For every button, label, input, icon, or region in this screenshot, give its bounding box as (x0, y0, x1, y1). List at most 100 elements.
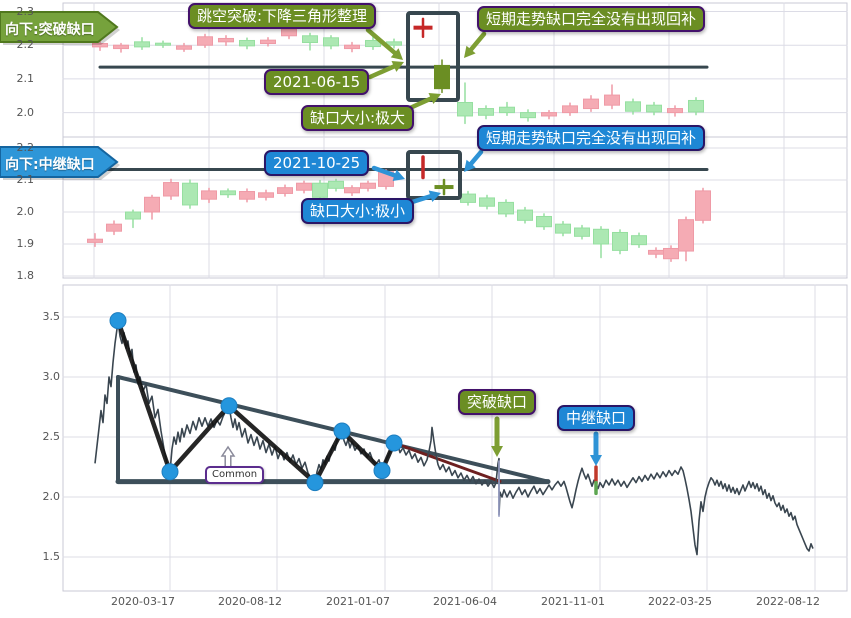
y-axis-tick: 2.5 (42, 430, 61, 443)
annotation-arrow (468, 149, 484, 166)
y-axis-tick: 2.0 (42, 490, 61, 503)
candle-body (646, 104, 662, 113)
candle-body (648, 249, 664, 255)
candle-doji-bar (413, 25, 433, 30)
annotation-arrowhead (428, 93, 441, 104)
panel2-banner-arrow (0, 146, 119, 178)
candle-body (197, 36, 213, 46)
candle-body (434, 64, 450, 90)
x-axis-tick: 2022-03-25 (648, 595, 712, 608)
maroon-trend-line (392, 441, 502, 483)
annotation-arrow (371, 165, 397, 178)
candle-body (344, 187, 360, 194)
candle-body (239, 39, 255, 47)
candle-body (663, 247, 679, 260)
x-axis-tick: 2020-08-12 (218, 595, 282, 608)
y-axis-tick: 3.0 (42, 370, 61, 383)
y-axis-tick: 2.0 (16, 105, 35, 119)
panel3-continuation-gap-label: 中继缺口 (557, 405, 636, 431)
panel1-banner-arrow (0, 11, 119, 43)
candle-body (87, 238, 103, 243)
panel2-banner-label: 向下:中继缺口 (5, 157, 95, 173)
annotation-arrow (407, 96, 434, 111)
candle-body (92, 43, 108, 48)
x-axis-tick: 2021-01-07 (326, 595, 390, 608)
y-axis-tick: 1.5 (42, 550, 61, 563)
triangle-hypotenuse (116, 375, 550, 484)
candle-body (277, 187, 293, 194)
candle-body (176, 45, 192, 50)
panel3-common-label: Common (205, 466, 265, 484)
candle-body (625, 101, 641, 112)
x-axis-tick: 2022-08-12 (756, 595, 820, 608)
annotation-arrowhead (464, 45, 476, 58)
panel2-no-refill-label: 短期走势缺口完全没有出现回补 (477, 125, 706, 151)
candle-body (604, 94, 620, 106)
candle-body (574, 227, 590, 237)
pivot-zigzag-line (115, 318, 397, 485)
candle-body (555, 223, 571, 234)
y-axis-tick: 2.2 (16, 141, 35, 154)
panel1-date-label: 2021-06-15 (264, 69, 370, 95)
candle-body (517, 209, 533, 221)
candle-body (144, 196, 160, 213)
candle-body (536, 215, 552, 228)
annotation-arrowhead (428, 190, 441, 203)
candle-body (155, 42, 171, 46)
candle-body (478, 108, 494, 116)
y-axis-tick: 2.0 (16, 205, 35, 218)
candle-body (182, 182, 198, 206)
y-axis-tick: 1.8 (16, 269, 35, 282)
candle-body (520, 112, 536, 119)
candle-body (113, 44, 129, 50)
panel1-gap-type-label: 跳空突破:下降三角形整理 (188, 3, 377, 29)
candle-body (562, 105, 578, 114)
candle-body (302, 35, 318, 44)
annotation-arrowhead (390, 48, 403, 60)
pivot-dot (161, 463, 179, 481)
pivot-dot (109, 312, 127, 330)
panel-border (62, 284, 848, 592)
y-axis-tick: 2.2 (16, 38, 35, 52)
annotation-arrowhead (590, 455, 602, 466)
annotation-arrowhead (391, 60, 404, 72)
candle-body (612, 231, 628, 251)
annotation-arrow (367, 64, 397, 80)
candle-body (695, 190, 711, 221)
y-axis-tick: 2.3 (16, 4, 35, 18)
candle-body (125, 211, 141, 220)
panel1-no-refill-label: 短期走势缺口完全没有出现回补 (477, 6, 706, 32)
candle-body (593, 228, 609, 245)
candle-body (688, 99, 704, 113)
candle-body (163, 182, 179, 197)
y-axis-tick: 2.1 (16, 173, 35, 186)
common-pivot-arrow (220, 445, 236, 468)
candle-body (631, 235, 647, 246)
candle-body (386, 41, 402, 46)
y-axis-tick: 1.9 (16, 237, 35, 250)
panel2-gap-size-label: 缺口大小:极小 (301, 198, 415, 224)
candle-body (201, 190, 217, 200)
pivot-dot (306, 474, 324, 492)
annotation-arrow (365, 27, 397, 56)
x-axis-tick: 2021-06-04 (433, 595, 497, 608)
candle-body (479, 197, 495, 207)
candle-body (328, 180, 344, 189)
candle-body (667, 108, 683, 114)
candle-body (260, 39, 276, 45)
candle-body (498, 201, 514, 215)
pivot-dot (385, 434, 403, 452)
gap-highlight-rect (406, 150, 462, 200)
candle-body (220, 190, 236, 196)
panel3-breakout-gap-label: 突破缺口 (458, 389, 537, 415)
panel2-date-label: 2021-10-25 (264, 150, 370, 176)
panel-border (62, 2, 848, 138)
candle-body (323, 37, 339, 47)
candle-body (344, 44, 360, 50)
candle-body (541, 112, 557, 117)
annotation-arrowhead (392, 169, 405, 181)
candle-body (239, 191, 255, 200)
candle-body (457, 101, 473, 117)
